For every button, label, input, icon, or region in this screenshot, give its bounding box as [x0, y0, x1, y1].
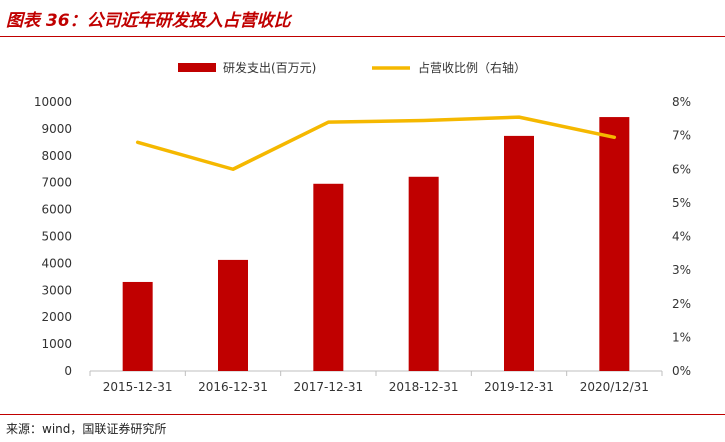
legend-label-line: 占营收比例（右轴）: [418, 60, 526, 75]
y-left-tick-label: 10000: [34, 95, 72, 109]
x-tick-label: 2017-12-31: [293, 380, 363, 394]
y-right-tick-label: 4%: [672, 230, 691, 244]
bar: [218, 259, 248, 371]
y-left-tick-label: 5000: [41, 230, 72, 244]
title-rule: [0, 36, 725, 37]
y-right-tick-label: 5%: [672, 196, 691, 210]
y-left-tick-label: 1000: [41, 337, 72, 351]
bar: [313, 183, 344, 371]
bar: [599, 117, 630, 372]
x-tick-label: 2018-12-31: [389, 380, 459, 394]
y-left-tick-label: 9000: [41, 122, 72, 136]
x-tick-label: 2020/12/31: [580, 380, 649, 394]
y-left-tick-label: 7000: [41, 176, 72, 190]
y-left-tick-label: 8000: [41, 149, 72, 163]
y-right-tick-label: 2%: [672, 297, 691, 311]
ratio-line: [135, 115, 617, 171]
legend-swatch-bar: [178, 63, 216, 72]
y-right-tick-label: 8%: [672, 95, 691, 109]
x-tick-label: 2016-12-31: [198, 380, 268, 394]
y-left-tick-label: 4000: [41, 256, 72, 270]
bar: [122, 281, 153, 371]
bar: [504, 135, 534, 371]
bar: [408, 176, 439, 371]
source-rule: [0, 414, 725, 415]
y-right-tick-label: 6%: [672, 162, 691, 176]
y-left-tick-label: 0: [64, 364, 72, 378]
y-right-tick-label: 0%: [672, 364, 691, 378]
legend-label-bar: 研发支出(百万元): [223, 60, 316, 75]
y-left-tick-label: 2000: [41, 310, 72, 324]
y-right-tick-label: 1%: [672, 330, 691, 344]
x-tick-label: 2015-12-31: [103, 380, 173, 394]
y-left-tick-label: 6000: [41, 203, 72, 217]
source-note: 来源：wind，国联证券研究所: [6, 422, 167, 436]
y-right-tick-label: 7%: [672, 129, 691, 143]
y-left-tick-label: 3000: [41, 283, 72, 297]
x-tick-label: 2019-12-31: [484, 380, 554, 394]
figure-title: 图表 36：公司近年研发投入占营收比: [6, 11, 291, 31]
y-right-tick-label: 3%: [672, 263, 691, 277]
